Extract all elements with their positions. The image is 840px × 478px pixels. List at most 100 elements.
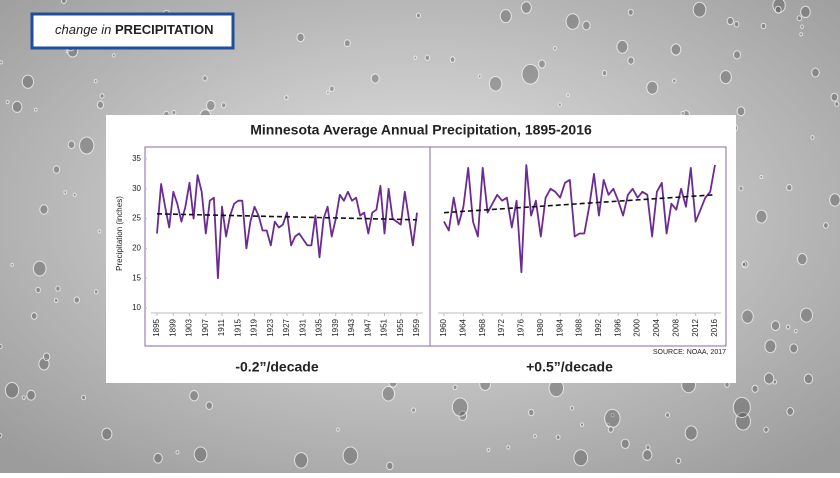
raindrop (557, 102, 562, 108)
raindrop (477, 74, 482, 79)
raindrop (811, 67, 820, 78)
raindrop (774, 5, 782, 14)
raindrop (370, 73, 380, 84)
raindrop (411, 407, 416, 413)
raindrop (627, 56, 635, 65)
raindrop (35, 286, 41, 294)
x-tick-label: 2008 (671, 318, 680, 336)
raindrop (755, 209, 768, 224)
raindrop (206, 99, 216, 112)
raindrop (5, 99, 10, 105)
x-tick-label: 1960 (439, 318, 448, 336)
trend-annotation: +0.5”/decade (526, 359, 613, 375)
raindrop (793, 328, 798, 334)
raindrop (822, 222, 829, 229)
raindrop (220, 102, 227, 109)
raindrop (21, 74, 35, 89)
raindrop (670, 43, 682, 56)
raindrop (726, 16, 734, 26)
raindrop (326, 90, 330, 95)
raindrop (732, 396, 751, 418)
raindrop (770, 320, 781, 332)
raindrop (573, 449, 589, 467)
raindrop (760, 22, 767, 30)
raindrop (620, 438, 630, 450)
raindrop (582, 20, 591, 31)
raindrop (538, 59, 546, 69)
x-tick-label: 2000 (633, 318, 642, 336)
x-tick-label: 2016 (710, 318, 719, 336)
raindrop (189, 390, 199, 402)
raindrop (741, 261, 747, 268)
raindrop (520, 1, 532, 14)
raindrop (751, 384, 759, 393)
y-axis-label: Precipitation (inches) (115, 196, 124, 271)
raindrop (763, 426, 769, 433)
raindrop (528, 408, 535, 417)
raindrop (830, 92, 839, 102)
x-tick-label: 1895 (152, 318, 161, 336)
raindrop (796, 15, 802, 22)
raindrop (10, 262, 14, 267)
y-tick-label: 30 (132, 184, 141, 193)
header-emphasis: PRECIPITATION (115, 22, 213, 37)
raindrop (26, 389, 36, 401)
raindrop (153, 452, 163, 464)
raindrop (566, 93, 570, 98)
raindrop (800, 307, 813, 323)
raindrop (171, 109, 177, 116)
raindrop (736, 106, 746, 117)
y-tick-label: 25 (132, 214, 141, 223)
x-tick-label: 1911 (217, 318, 226, 336)
chart-card (106, 115, 736, 383)
raindrop (719, 70, 732, 85)
raindrop (684, 425, 698, 441)
raindrop (61, 0, 67, 5)
x-tick-label: 2012 (691, 318, 700, 336)
y-tick-label: 15 (132, 273, 141, 282)
raindrop (413, 55, 418, 60)
x-tick-label: 1964 (458, 318, 467, 336)
raindrop (99, 93, 105, 99)
chart-title: Minnesota Average Annual Precipitation, … (250, 122, 592, 138)
raindrop (73, 296, 80, 304)
raindrop (553, 46, 558, 51)
source: SOURCE: NOAA, 2017 (653, 349, 726, 356)
y-tick-label: 10 (132, 303, 141, 312)
x-tick-label: 2004 (652, 318, 661, 336)
raindrop (53, 298, 59, 304)
raindrop (381, 386, 396, 402)
raindrop (601, 70, 608, 77)
x-tick-label: 1923 (266, 318, 275, 336)
raindrop (55, 285, 61, 292)
raindrop (786, 184, 793, 192)
raindrop (33, 107, 38, 112)
raindrop (93, 79, 98, 84)
raindrop (11, 100, 23, 113)
raindrop (101, 427, 113, 441)
raindrop (800, 24, 804, 29)
x-tick-label: 1988 (575, 318, 584, 336)
raindrop (680, 110, 685, 116)
raindrop (424, 54, 431, 61)
raindrop (52, 165, 61, 174)
header-box (30, 12, 235, 50)
raindrop (79, 136, 95, 155)
raindrop (4, 381, 20, 399)
raindrop (645, 444, 651, 451)
raindrop (763, 372, 775, 385)
x-tick-label: 1984 (555, 318, 564, 336)
x-tick-label: 1980 (536, 318, 545, 336)
raindrop (738, 185, 744, 192)
trend-line (443, 193, 716, 214)
raindrop (336, 427, 340, 432)
x-tick-label: 1915 (233, 318, 242, 336)
raindrop (42, 352, 51, 362)
raindrop (506, 445, 511, 450)
raindrop (193, 446, 208, 463)
raindrop (789, 343, 799, 354)
x-tick-label: 1951 (380, 318, 389, 336)
raindrop (799, 32, 803, 37)
raindrop (616, 39, 629, 54)
raindrop (675, 457, 682, 465)
